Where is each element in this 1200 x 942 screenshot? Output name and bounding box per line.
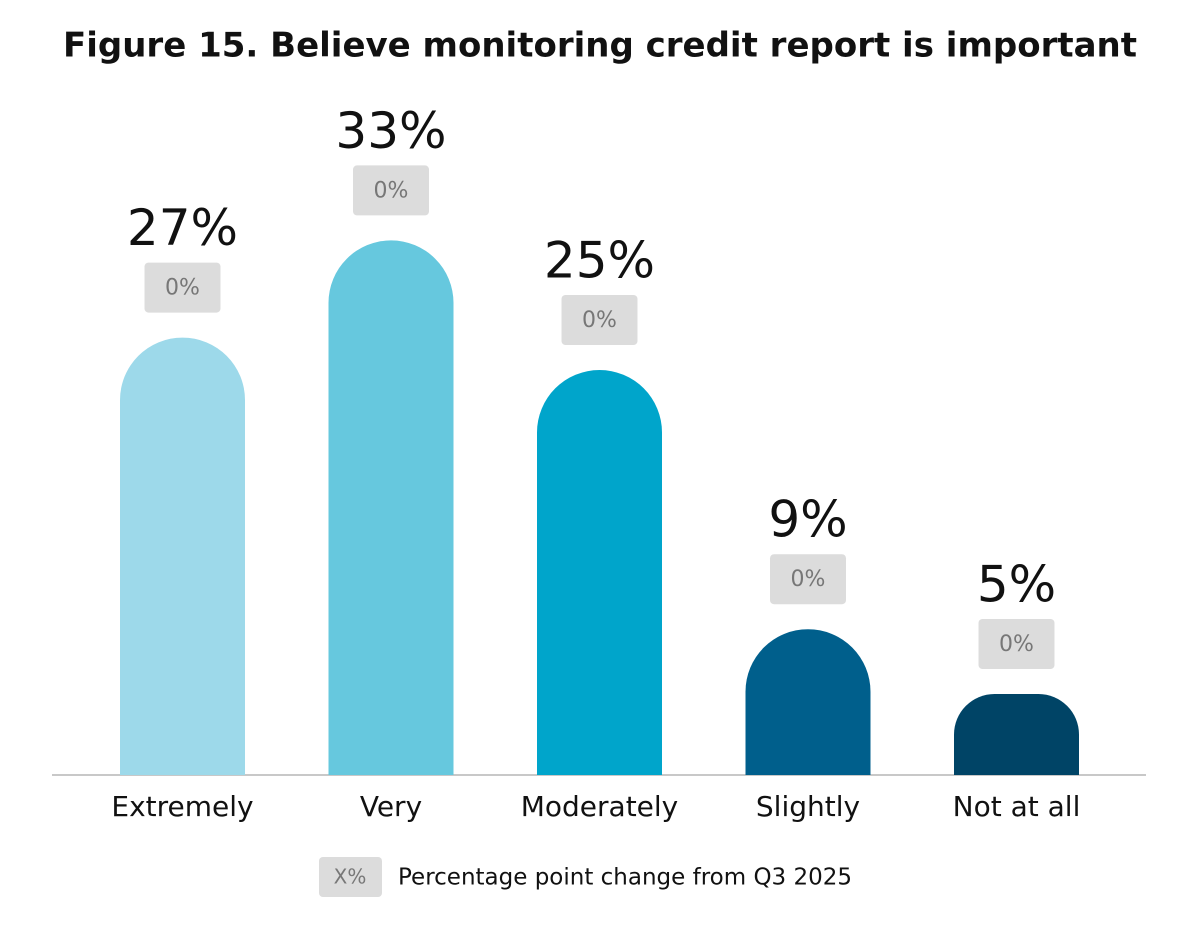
value-label: 5% (977, 556, 1056, 614)
change-badge (770, 554, 846, 605)
legend-badge (319, 857, 382, 897)
change-label: 0% (791, 567, 826, 592)
change-badge (353, 165, 429, 216)
change-badge (561, 295, 638, 345)
x-tick-label: Extremely (111, 790, 253, 823)
x-tick-label: Not at all (953, 790, 1081, 823)
x-tick-label: Very (360, 790, 422, 823)
bar (745, 629, 871, 775)
bar (537, 370, 662, 775)
bar (120, 337, 245, 775)
legend-badge-text: X% (334, 865, 367, 889)
change-badge (144, 262, 221, 313)
change-label: 0% (165, 276, 200, 301)
value-label: 27% (127, 199, 238, 257)
bar (328, 240, 454, 775)
change-badge (978, 619, 1055, 669)
change-label: 0% (999, 632, 1034, 657)
x-tick-label: Moderately (521, 790, 679, 823)
value-label: 33% (335, 102, 446, 160)
value-label: 25% (544, 232, 655, 290)
legend-label: Percentage point change from Q3 2025 (398, 865, 852, 891)
change-label: 0% (582, 308, 617, 333)
chart-title: Figure 15. Believe monitoring credit rep… (63, 26, 1137, 66)
x-tick-label: Slightly (756, 790, 860, 823)
value-label: 9% (768, 491, 847, 549)
change-label: 0% (374, 178, 409, 203)
bar (954, 694, 1079, 775)
